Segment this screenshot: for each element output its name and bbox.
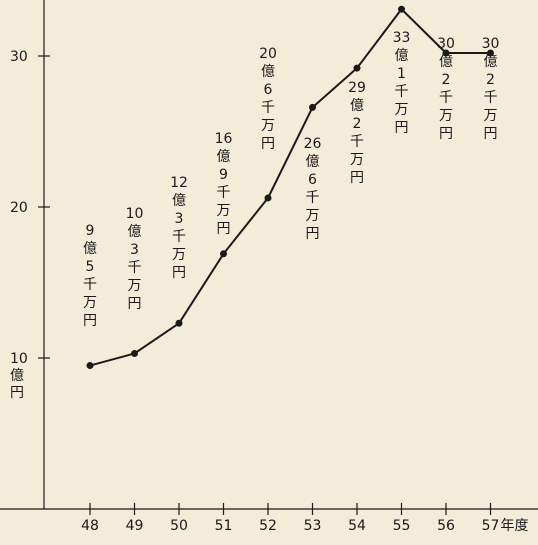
point-48 bbox=[86, 362, 94, 370]
point-56 bbox=[442, 49, 450, 57]
x-tick-label-56: 56 bbox=[437, 518, 455, 534]
data-label-55: 33 億 1 千万円 bbox=[393, 30, 411, 136]
x-tick-label-55: 55 bbox=[393, 518, 411, 534]
x-tick-label-50: 50 bbox=[170, 518, 188, 534]
y-axis-unit: 億円 bbox=[10, 368, 24, 401]
data-labels: 9 億 5 千万円 10 億 3 千万円 12 億 3 千万円 16 億 9 千万円 20 億 6 千万円 26 億 6 千万… bbox=[83, 30, 499, 329]
point-53 bbox=[309, 103, 316, 111]
point-52 bbox=[264, 194, 272, 202]
y-tick-label-20: 20 bbox=[10, 200, 28, 216]
data-label-54: 29 億 2 千万円 bbox=[348, 80, 366, 186]
y-tick-label-30: 30 bbox=[10, 49, 28, 65]
point-54 bbox=[353, 64, 361, 72]
data-label-48: 9 億 5 千万円 bbox=[83, 223, 97, 329]
point-57 bbox=[487, 49, 494, 57]
x-tick-label-54: 54 bbox=[348, 518, 366, 534]
x-tick-label-57: 57 bbox=[482, 518, 500, 534]
x-tick-label-51: 51 bbox=[215, 518, 233, 534]
data-label-56: 30 億 2 千万円 bbox=[437, 36, 455, 142]
x-axis-unit: 年度 bbox=[501, 518, 529, 534]
point-55 bbox=[398, 5, 405, 13]
data-label-53: 26 億 6 千万円 bbox=[304, 136, 322, 242]
data-label-51: 16 億 9 千万円 bbox=[215, 131, 233, 237]
y-tick-label-10: 10 bbox=[10, 351, 28, 367]
data-points bbox=[86, 5, 494, 370]
x-tick-label-53: 53 bbox=[304, 518, 322, 534]
series-line bbox=[89, 7, 491, 367]
x-tick-label-49: 49 bbox=[126, 518, 144, 534]
data-label-49: 10 億 3 千万円 bbox=[126, 206, 144, 312]
y-ticks: 10 20 30 bbox=[10, 49, 50, 367]
point-50 bbox=[175, 319, 183, 327]
x-tick-label-48: 48 bbox=[81, 518, 99, 534]
point-49 bbox=[131, 349, 138, 357]
data-label-57: 30 億 2 千万円 bbox=[482, 36, 500, 142]
data-label-52: 20 億 6 千万円 bbox=[259, 46, 277, 152]
data-label-50: 12 億 3 千万円 bbox=[170, 175, 188, 281]
x-ticks: 48 49 50 51 52 53 54 55 56 57 bbox=[81, 503, 499, 534]
point-51 bbox=[220, 250, 227, 258]
x-tick-label-52: 52 bbox=[259, 518, 277, 534]
